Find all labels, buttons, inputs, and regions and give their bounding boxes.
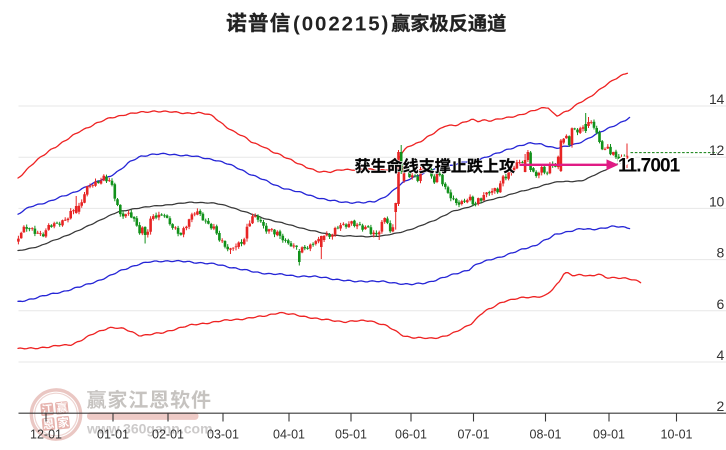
- svg-text:07-01: 07-01: [458, 428, 490, 442]
- svg-text:12: 12: [709, 142, 724, 158]
- svg-text:03-01: 03-01: [207, 428, 239, 442]
- svg-text:02-01: 02-01: [152, 428, 184, 442]
- svg-text:06-01: 06-01: [395, 428, 427, 442]
- svg-text:01-01: 01-01: [97, 428, 129, 442]
- svg-text:8: 8: [717, 245, 725, 261]
- svg-text:2: 2: [717, 398, 725, 414]
- svg-text:4: 4: [717, 347, 725, 363]
- svg-text:11.7001: 11.7001: [618, 156, 681, 177]
- svg-text:www.360gann.com: www.360gann.com: [86, 421, 213, 437]
- svg-text:08-01: 08-01: [530, 428, 562, 442]
- svg-text:10: 10: [709, 193, 724, 209]
- svg-text:05-01: 05-01: [335, 428, 367, 442]
- svg-text:10-01: 10-01: [661, 428, 693, 442]
- svg-text:12-01: 12-01: [30, 428, 62, 442]
- svg-text:09-01: 09-01: [593, 428, 625, 442]
- svg-text:(002215): (002215): [293, 12, 390, 35]
- svg-text:6: 6: [717, 296, 725, 312]
- svg-text:04-01: 04-01: [273, 428, 305, 442]
- svg-text:14: 14: [709, 91, 724, 107]
